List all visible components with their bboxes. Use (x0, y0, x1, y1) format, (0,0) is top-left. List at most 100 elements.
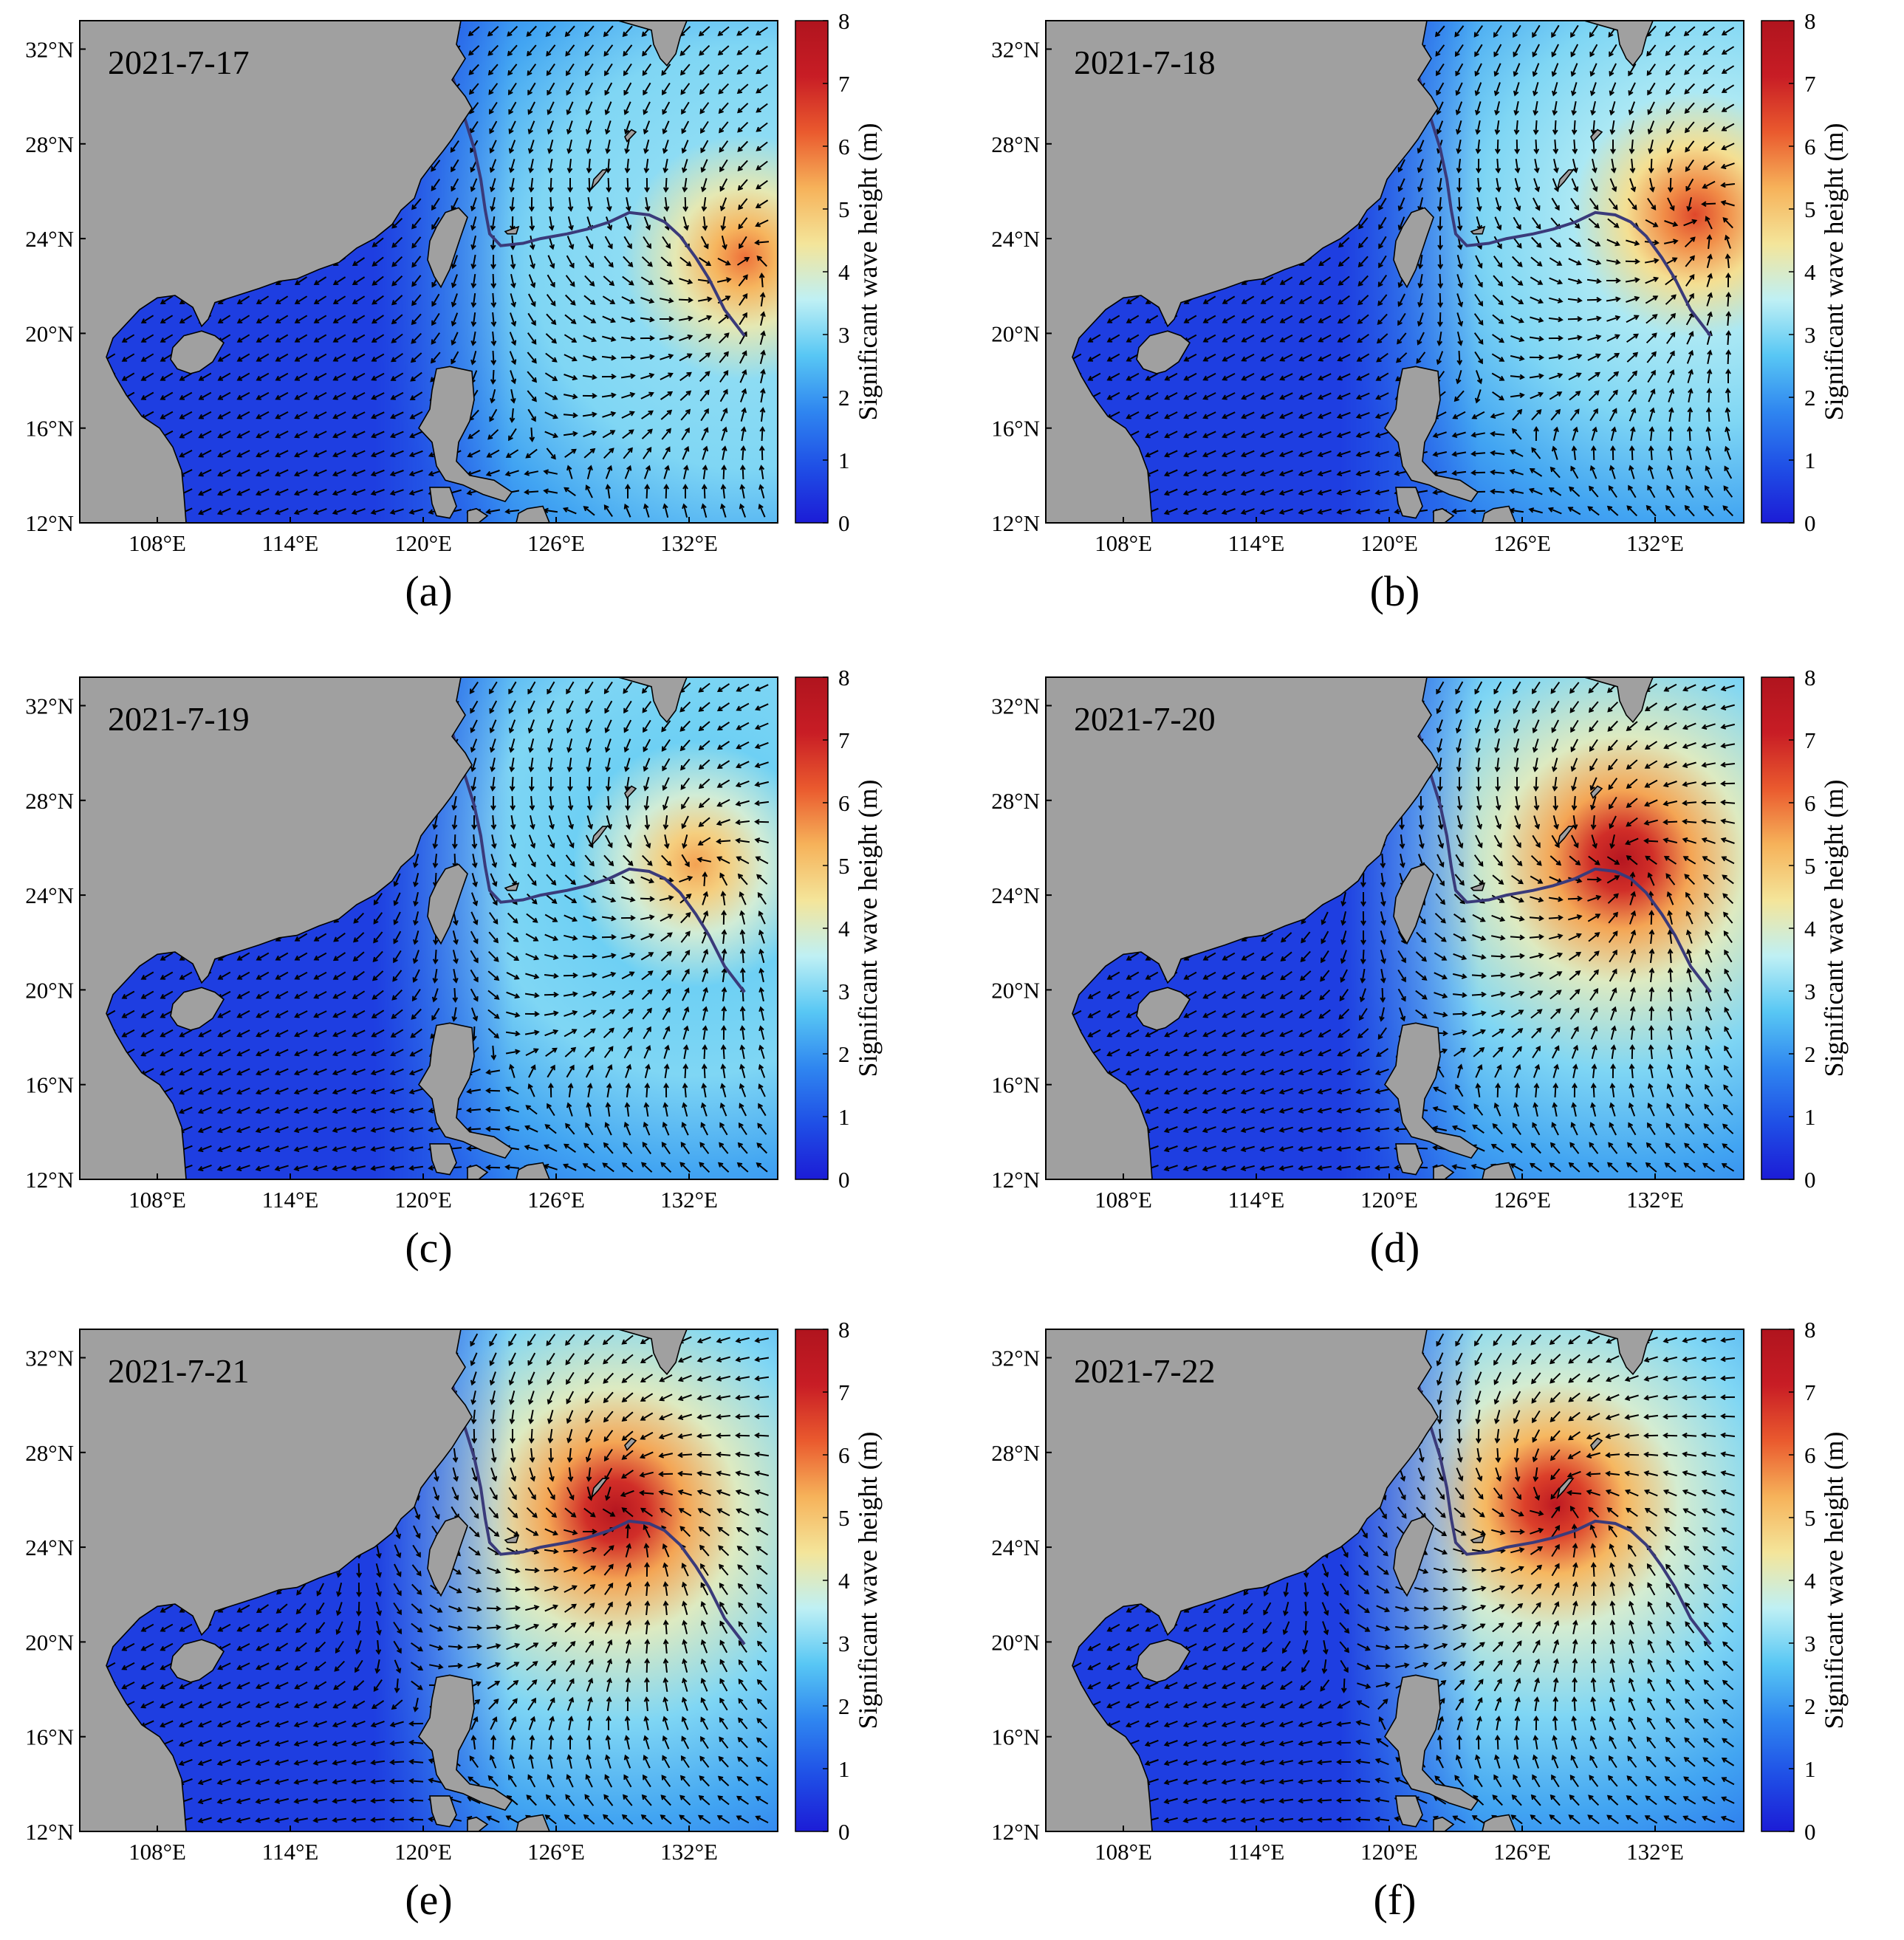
wave-arrow (1513, 120, 1520, 135)
wave-arrow (530, 815, 535, 830)
wave-arrow (758, 1025, 765, 1040)
wave-arrow (389, 431, 404, 439)
wave-arrow (178, 1720, 193, 1728)
wave-arrow (1569, 237, 1582, 247)
wave-arrow (1319, 989, 1331, 1001)
wave-arrow (547, 834, 555, 849)
wave-arrow (470, 969, 479, 983)
wave-arrow (1552, 1063, 1559, 1078)
wave-arrow (1720, 761, 1736, 768)
wave-arrow (1321, 930, 1329, 945)
wave-arrow (721, 1006, 727, 1021)
wave-arrow (1591, 1063, 1597, 1079)
wave-arrow (411, 1642, 423, 1652)
wave-arrow (236, 315, 250, 323)
wave-arrow (1474, 44, 1483, 58)
wave-arrow (606, 1083, 612, 1098)
wave-arrow (275, 411, 289, 419)
land-polygon (467, 507, 489, 523)
wave-arrow (563, 412, 578, 419)
wave-arrow (524, 1125, 538, 1133)
wave-arrow (198, 430, 212, 439)
wave-arrow (623, 236, 632, 250)
wave-arrow (236, 1623, 250, 1632)
wave-arrow (1456, 834, 1464, 849)
wave-arrow (1606, 334, 1620, 342)
wave-arrow (756, 1698, 767, 1710)
wave-arrow (1723, 1084, 1733, 1097)
wave-arrow (1260, 952, 1274, 961)
wave-arrow (1240, 1126, 1255, 1133)
wave-arrow (1724, 465, 1733, 479)
wave-arrow (545, 333, 558, 344)
wave-arrow (1626, 239, 1640, 246)
wave-arrow (1182, 469, 1197, 477)
colorbar-tick-label: 1 (838, 1104, 850, 1130)
wave-arrow (702, 1025, 708, 1041)
wave-arrow (140, 1701, 154, 1709)
wave-arrow (1240, 469, 1255, 477)
wave-arrow (1472, 914, 1486, 922)
wave-arrow (529, 427, 535, 442)
wave-arrow (1126, 315, 1140, 323)
wave-arrow (679, 1526, 691, 1538)
wave-arrow (1298, 1165, 1312, 1171)
wave-arrow (256, 952, 270, 961)
wave-arrow (1533, 426, 1539, 442)
wave-arrow (312, 1798, 327, 1804)
colorbar-tick-label: 8 (838, 665, 850, 690)
wave-arrow (1608, 1142, 1618, 1154)
wave-arrow (313, 372, 327, 381)
wave-arrow (739, 1006, 746, 1021)
wave-arrow (1549, 933, 1564, 940)
wave-arrow (602, 315, 616, 323)
wave-arrow (1182, 1087, 1197, 1095)
wave-arrow (756, 1162, 768, 1173)
wave-arrow (505, 1815, 519, 1824)
wave-arrow (527, 700, 535, 714)
wave-arrow (470, 1716, 479, 1730)
wave-arrow (603, 448, 614, 459)
wave-arrow (295, 1603, 307, 1615)
wave-arrow (485, 508, 501, 515)
wave-arrow (1682, 800, 1697, 806)
wave-arrow (736, 83, 749, 95)
land-polygon (504, 1534, 520, 1543)
wave-arrow (563, 394, 578, 400)
wave-arrow (1668, 388, 1675, 402)
wave-arrow (736, 683, 750, 692)
wave-arrow (370, 1165, 385, 1171)
wave-arrow (1626, 740, 1638, 751)
wave-arrow (1643, 837, 1659, 844)
wave-arrow (1456, 757, 1462, 772)
wave-arrow (1589, 738, 1598, 753)
wave-arrow (1298, 334, 1312, 343)
wave-arrow (640, 1412, 654, 1421)
wave-arrow (255, 488, 270, 496)
wave-arrow (160, 315, 174, 323)
wave-arrow (140, 315, 154, 323)
wave-arrow (370, 469, 385, 477)
wave-arrow (604, 63, 613, 77)
wave-arrow (605, 1102, 612, 1117)
wave-arrow (680, 1142, 691, 1154)
wave-arrow (643, 1102, 650, 1117)
wave-arrow (662, 120, 670, 134)
wave-arrow (256, 334, 270, 343)
wave-arrow (1298, 1146, 1313, 1152)
wave-arrow (332, 508, 346, 515)
wave-arrow (431, 293, 440, 307)
wave-arrow (602, 1508, 616, 1517)
wave-arrow (583, 354, 597, 361)
wave-arrow (490, 776, 496, 792)
wave-arrow (486, 1605, 501, 1612)
wave-arrow (1572, 158, 1578, 174)
wave-arrow (1321, 950, 1329, 964)
wave-arrow (1317, 431, 1332, 439)
wave-arrow (217, 353, 231, 362)
wave-arrow (392, 970, 403, 982)
wave-arrow (1725, 369, 1731, 383)
panel-caption: (c) (405, 1224, 452, 1272)
wave-arrow (623, 101, 631, 115)
wave-arrow (699, 352, 711, 363)
